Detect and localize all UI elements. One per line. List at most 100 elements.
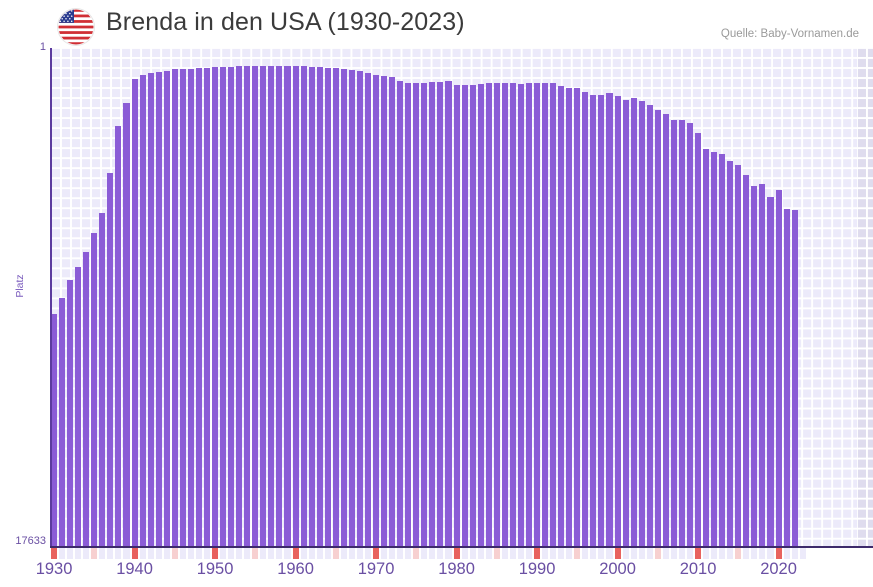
bar-1951[interactable] bbox=[220, 67, 227, 546]
bar-2020[interactable] bbox=[775, 190, 782, 546]
bar-1966[interactable] bbox=[340, 69, 347, 546]
bar-2006[interactable] bbox=[662, 114, 669, 546]
bar-2019[interactable] bbox=[767, 197, 774, 546]
bar-1949[interactable] bbox=[203, 68, 211, 546]
bar-2002[interactable] bbox=[630, 98, 637, 546]
bar-1991[interactable] bbox=[542, 83, 549, 546]
bar-1956[interactable] bbox=[260, 66, 267, 546]
bar-2014[interactable] bbox=[727, 161, 734, 546]
bar-2021[interactable] bbox=[783, 209, 790, 546]
bar-1988[interactable] bbox=[517, 84, 524, 546]
bar-1967[interactable] bbox=[348, 70, 355, 546]
bar-1934[interactable] bbox=[83, 252, 90, 546]
y-axis-bottom-label: 17633 bbox=[15, 535, 46, 547]
bar-1993[interactable] bbox=[558, 86, 565, 546]
bar-1941[interactable] bbox=[139, 75, 146, 546]
bar-1948[interactable] bbox=[195, 68, 202, 546]
bar-1965[interactable] bbox=[332, 68, 339, 546]
bar-1933[interactable] bbox=[75, 267, 82, 546]
bar-1944[interactable] bbox=[163, 71, 170, 546]
bar-1980[interactable] bbox=[453, 85, 460, 546]
bar-1994[interactable] bbox=[566, 88, 573, 546]
bar-1961[interactable] bbox=[300, 66, 307, 546]
tick-minor-1932 bbox=[67, 548, 74, 559]
bar-1960[interactable] bbox=[292, 66, 299, 546]
bar-1972[interactable] bbox=[389, 77, 396, 546]
bar-1970[interactable] bbox=[373, 75, 380, 546]
bar-2004[interactable] bbox=[646, 105, 653, 546]
bar-1984[interactable] bbox=[485, 83, 492, 546]
bar-1940[interactable] bbox=[131, 79, 138, 546]
bar-1996[interactable] bbox=[582, 92, 589, 546]
bar-1997[interactable] bbox=[590, 95, 597, 546]
bar-2010[interactable] bbox=[695, 133, 702, 546]
bar-1953[interactable] bbox=[236, 66, 243, 546]
bar-1950[interactable] bbox=[212, 67, 219, 546]
bar-2011[interactable] bbox=[703, 149, 710, 546]
bar-2015[interactable] bbox=[735, 165, 742, 546]
bar-1957[interactable] bbox=[268, 66, 275, 546]
bar-1989[interactable] bbox=[525, 83, 533, 546]
bar-1938[interactable] bbox=[115, 126, 122, 546]
bar-1943[interactable] bbox=[155, 72, 162, 546]
bar-1932[interactable] bbox=[67, 280, 74, 546]
bar-1955[interactable] bbox=[252, 66, 259, 546]
bar-1985[interactable] bbox=[493, 83, 500, 546]
tick-minor-2008 bbox=[678, 548, 685, 559]
bar-1971[interactable] bbox=[381, 76, 388, 546]
bar-2017[interactable] bbox=[751, 186, 758, 546]
bar-1942[interactable] bbox=[147, 73, 154, 546]
tick-minor-1933 bbox=[75, 548, 82, 559]
bar-1987[interactable] bbox=[509, 83, 516, 546]
bar-1939[interactable] bbox=[123, 103, 130, 546]
bar-1978[interactable] bbox=[437, 82, 444, 546]
bar-1998[interactable] bbox=[598, 95, 605, 546]
bar-1983[interactable] bbox=[477, 84, 484, 546]
bar-1977[interactable] bbox=[429, 82, 436, 546]
bar-1937[interactable] bbox=[107, 173, 114, 546]
bar-2001[interactable] bbox=[622, 100, 629, 546]
bar-1964[interactable] bbox=[324, 68, 331, 546]
bar-2018[interactable] bbox=[759, 184, 766, 546]
bar-1990[interactable] bbox=[534, 83, 541, 546]
bar-2013[interactable] bbox=[719, 154, 726, 546]
bar-1976[interactable] bbox=[421, 83, 428, 546]
bar-1981[interactable] bbox=[461, 85, 468, 546]
bar-1931[interactable] bbox=[59, 298, 66, 546]
bar-1954[interactable] bbox=[244, 66, 251, 546]
x-axis-tick-labels: 1930 1940 1950 1960 1970 1980 1990 2000 2010 2020 bbox=[0, 560, 873, 586]
bar-1947[interactable] bbox=[187, 69, 194, 546]
bar-1945[interactable] bbox=[171, 69, 178, 546]
tick-minor-1996 bbox=[582, 548, 589, 559]
bar-1969[interactable] bbox=[364, 73, 372, 546]
bar-1958[interactable] bbox=[276, 66, 283, 546]
bar-1959[interactable] bbox=[284, 66, 291, 546]
bar-2016[interactable] bbox=[743, 175, 750, 546]
bar-2008[interactable] bbox=[678, 120, 685, 546]
bar-1973[interactable] bbox=[397, 81, 404, 546]
bar-2005[interactable] bbox=[654, 110, 661, 546]
bar-1962[interactable] bbox=[308, 67, 315, 546]
bar-2003[interactable] bbox=[638, 101, 645, 546]
bar-2000[interactable] bbox=[614, 96, 621, 546]
bar-1963[interactable] bbox=[316, 67, 323, 546]
tick-minor-1949 bbox=[203, 548, 211, 559]
bar-1999[interactable] bbox=[606, 93, 613, 546]
bar-1992[interactable] bbox=[550, 83, 557, 546]
bar-2012[interactable] bbox=[711, 152, 718, 546]
bar-1974[interactable] bbox=[405, 83, 412, 546]
bar-1946[interactable] bbox=[179, 69, 186, 546]
bar-1986[interactable] bbox=[501, 83, 508, 546]
bar-2022[interactable] bbox=[791, 210, 798, 546]
bar-2007[interactable] bbox=[670, 120, 677, 546]
bar-2009[interactable] bbox=[686, 123, 694, 546]
bar-1935[interactable] bbox=[91, 233, 98, 546]
bar-1930[interactable] bbox=[51, 314, 58, 546]
bar-1982[interactable] bbox=[469, 85, 476, 546]
bar-1979[interactable] bbox=[445, 81, 452, 546]
bar-1952[interactable] bbox=[228, 67, 235, 546]
bar-1968[interactable] bbox=[356, 71, 363, 546]
bar-1936[interactable] bbox=[99, 213, 106, 546]
bar-1995[interactable] bbox=[574, 88, 581, 546]
bar-1975[interactable] bbox=[413, 83, 420, 546]
